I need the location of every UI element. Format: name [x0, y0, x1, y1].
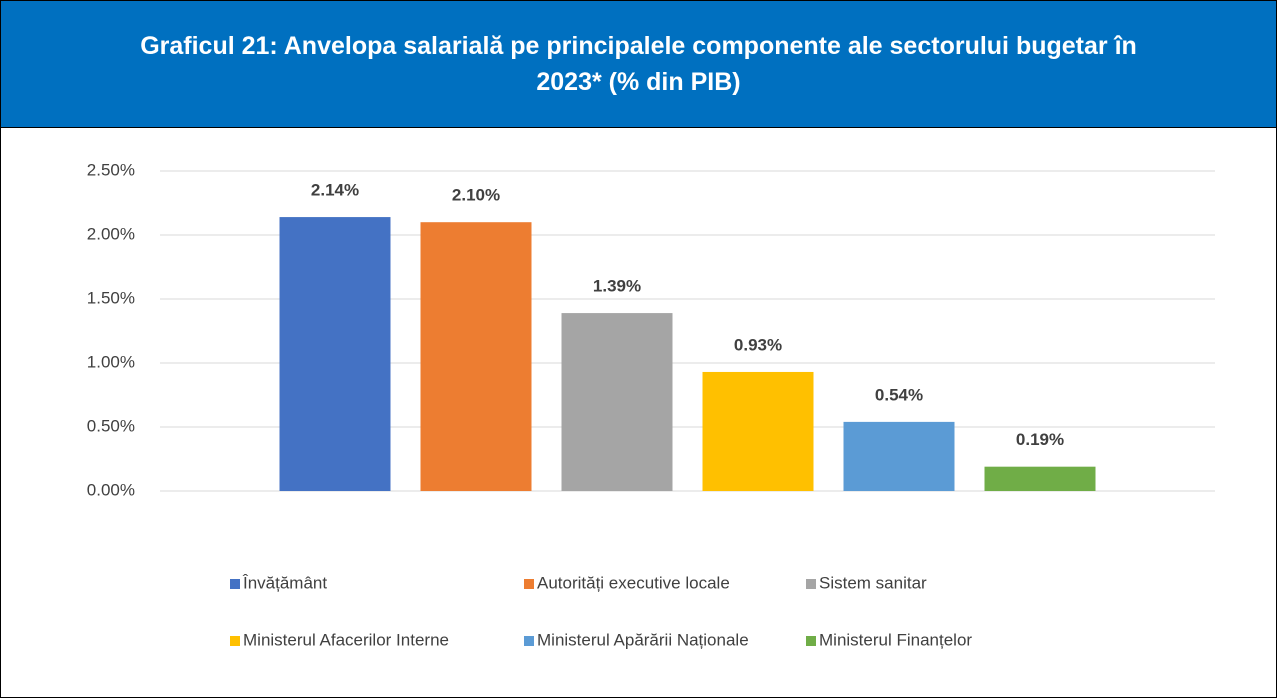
y-tick-label: 2.50%: [87, 160, 135, 179]
legend-swatch: [524, 636, 534, 646]
legend-swatch: [806, 636, 816, 646]
legend-swatch: [230, 636, 240, 646]
bar: [279, 217, 391, 491]
legend-swatch: [524, 579, 534, 589]
header: Graficul 21: Anvelopa salarială pe princ…: [1, 1, 1276, 128]
legend-label: Ministerul Afacerilor Interne: [243, 630, 449, 649]
data-label: 0.93%: [734, 335, 782, 354]
data-label: 2.10%: [452, 186, 500, 205]
y-tick-label: 0.50%: [87, 416, 135, 435]
legend-label: Ministerul Finanțelor: [819, 630, 972, 649]
data-label: 2.14%: [311, 181, 359, 200]
bar: [702, 371, 814, 491]
legend-label: Învățământ: [242, 573, 327, 592]
chart-title: Graficul 21: Anvelopa salarială pe princ…: [140, 32, 1137, 96]
data-label: 0.54%: [875, 385, 923, 404]
legend-swatch: [806, 579, 816, 589]
legend-label: Autorități executive locale: [537, 573, 730, 592]
bar: [843, 421, 955, 491]
y-tick-label: 2.00%: [87, 224, 135, 243]
legend-label: Sistem sanitar: [819, 573, 927, 592]
legend-label: Ministerul Apărării Naționale: [537, 630, 749, 649]
y-tick-label: 1.50%: [87, 288, 135, 307]
data-label: 1.39%: [593, 277, 641, 296]
data-label: 0.19%: [1016, 430, 1064, 449]
bar: [420, 222, 532, 491]
y-tick-label: 0.00%: [87, 480, 135, 499]
bar: [984, 466, 1096, 491]
y-tick-label: 1.00%: [87, 352, 135, 371]
bar: [561, 313, 673, 491]
legend-swatch: [230, 579, 240, 589]
